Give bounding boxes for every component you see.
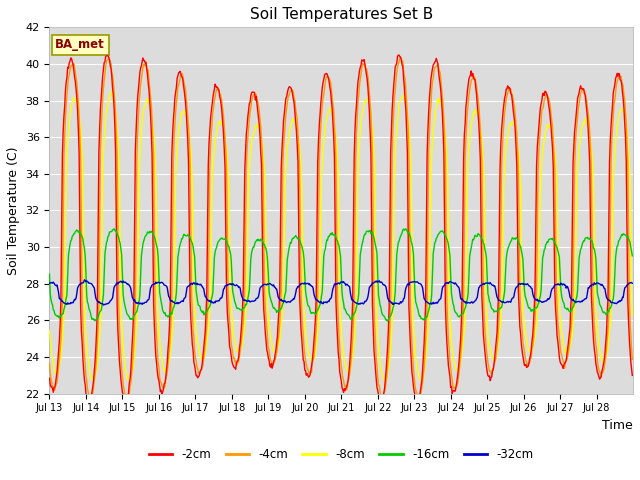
Text: BA_met: BA_met <box>55 38 105 51</box>
Title: Soil Temperatures Set B: Soil Temperatures Set B <box>250 7 433 22</box>
Y-axis label: Soil Temperature (C): Soil Temperature (C) <box>7 146 20 275</box>
Legend: -2cm, -4cm, -8cm, -16cm, -32cm: -2cm, -4cm, -8cm, -16cm, -32cm <box>144 444 539 466</box>
X-axis label: Time: Time <box>602 419 633 432</box>
